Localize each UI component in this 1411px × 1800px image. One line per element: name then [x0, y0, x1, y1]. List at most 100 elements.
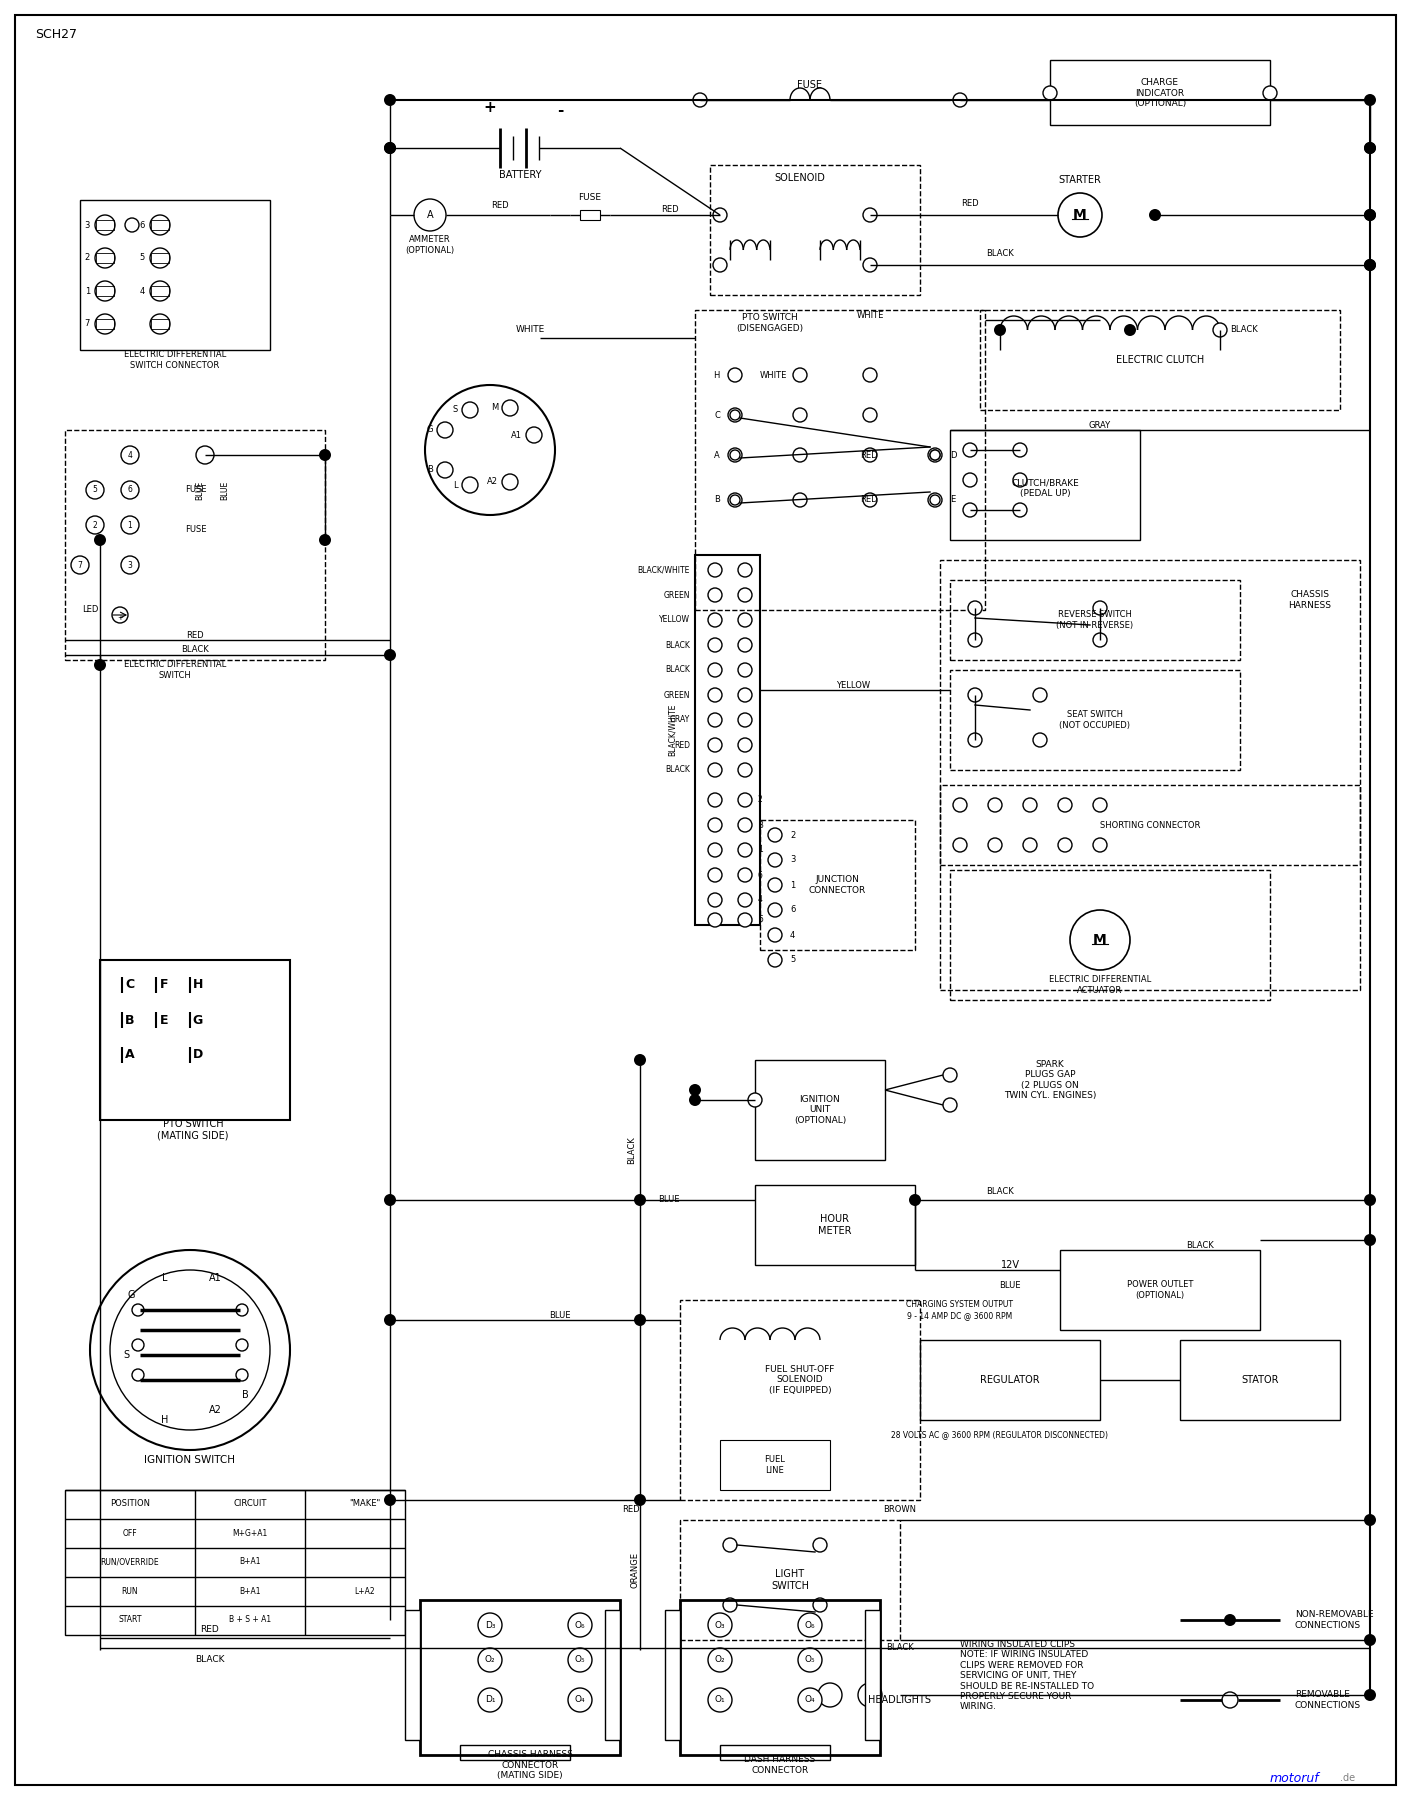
Circle shape: [738, 589, 752, 601]
Circle shape: [150, 281, 169, 301]
Text: 5: 5: [758, 916, 763, 925]
Text: FUSE: FUSE: [797, 79, 823, 90]
Text: M+G+A1: M+G+A1: [233, 1528, 268, 1537]
Circle shape: [708, 893, 722, 907]
Circle shape: [708, 637, 722, 652]
Text: SHORTING CONNECTOR: SHORTING CONNECTOR: [1099, 821, 1201, 830]
Text: A: A: [126, 1048, 135, 1062]
Circle shape: [1070, 911, 1130, 970]
Text: 2: 2: [85, 254, 90, 263]
Text: 3: 3: [790, 855, 796, 864]
Circle shape: [738, 868, 752, 882]
Text: D₃: D₃: [485, 1620, 495, 1629]
Bar: [580, 211, 600, 220]
Bar: [755, 1184, 914, 1265]
Text: 3: 3: [127, 560, 133, 569]
Text: YELLOW: YELLOW: [835, 680, 871, 689]
Text: LIGHT
SWITCH: LIGHT SWITCH: [770, 1570, 809, 1591]
Circle shape: [478, 1613, 502, 1636]
Text: BLACK: BLACK: [1230, 326, 1257, 335]
Text: B: B: [126, 1013, 134, 1026]
Circle shape: [708, 913, 722, 927]
Text: NON-REMOVABLE
CONNECTIONS: NON-REMOVABLE CONNECTIONS: [1295, 1611, 1374, 1629]
Circle shape: [738, 614, 752, 626]
Text: 4: 4: [790, 931, 796, 940]
Circle shape: [1364, 94, 1376, 106]
Text: 7: 7: [85, 320, 90, 328]
Bar: [151, 220, 169, 230]
Text: ELECTRIC DIFFERENTIAL
SWITCH: ELECTRIC DIFFERENTIAL SWITCH: [124, 661, 226, 680]
Text: 12V: 12V: [1000, 1260, 1020, 1271]
Circle shape: [133, 1339, 144, 1352]
Circle shape: [943, 1067, 957, 1082]
Circle shape: [738, 817, 752, 832]
Text: RED: RED: [200, 1625, 219, 1634]
Circle shape: [1043, 86, 1057, 101]
Circle shape: [738, 637, 752, 652]
Bar: [151, 254, 169, 263]
Circle shape: [95, 659, 106, 671]
Circle shape: [943, 1098, 957, 1112]
Circle shape: [1364, 142, 1376, 155]
Bar: [65, 430, 325, 661]
Bar: [920, 1339, 1101, 1420]
Text: HOUR
METER: HOUR METER: [818, 1215, 852, 1237]
Text: H: H: [193, 979, 203, 992]
Circle shape: [768, 878, 782, 893]
Circle shape: [319, 448, 332, 461]
Text: REMOVABLE
CONNECTIONS: REMOVABLE CONNECTIONS: [1295, 1690, 1362, 1710]
Circle shape: [1094, 601, 1108, 616]
Text: IGNITION SWITCH: IGNITION SWITCH: [144, 1454, 236, 1465]
Text: 6: 6: [127, 486, 133, 495]
Circle shape: [1213, 322, 1228, 337]
Text: POSITION: POSITION: [110, 1499, 150, 1508]
Bar: [680, 1300, 920, 1499]
Circle shape: [1013, 473, 1027, 488]
Circle shape: [1058, 839, 1072, 851]
Circle shape: [722, 1537, 737, 1552]
Circle shape: [1364, 259, 1376, 272]
Bar: [680, 1600, 880, 1755]
Text: A2: A2: [209, 1406, 222, 1415]
Circle shape: [708, 589, 722, 601]
Circle shape: [236, 1370, 248, 1381]
Text: +: +: [117, 616, 123, 621]
Circle shape: [150, 248, 169, 268]
Text: O₅: O₅: [574, 1656, 586, 1665]
Circle shape: [858, 1683, 882, 1706]
Text: BLUE: BLUE: [659, 1195, 680, 1204]
Text: 3: 3: [758, 821, 763, 830]
Circle shape: [738, 913, 752, 927]
Bar: [950, 430, 1140, 540]
Bar: [96, 220, 114, 230]
Circle shape: [634, 1314, 646, 1327]
Text: +: +: [484, 101, 497, 115]
Text: D: D: [950, 450, 957, 459]
Text: F: F: [159, 979, 168, 992]
Circle shape: [962, 443, 976, 457]
Text: BLACK: BLACK: [986, 1188, 1015, 1197]
Circle shape: [86, 481, 104, 499]
Circle shape: [864, 448, 878, 463]
Circle shape: [95, 535, 106, 545]
Circle shape: [793, 409, 807, 421]
Circle shape: [384, 94, 396, 106]
Circle shape: [95, 281, 116, 301]
Circle shape: [968, 601, 982, 616]
Circle shape: [111, 607, 128, 623]
Circle shape: [738, 713, 752, 727]
Text: A1: A1: [209, 1273, 222, 1283]
Bar: [696, 554, 761, 925]
Text: S: S: [124, 1350, 130, 1361]
Text: LED: LED: [82, 605, 99, 614]
Text: 6: 6: [140, 221, 145, 229]
Circle shape: [708, 763, 722, 778]
Text: RUN/OVERRIDE: RUN/OVERRIDE: [100, 1557, 159, 1566]
Circle shape: [708, 1688, 732, 1712]
Circle shape: [713, 209, 727, 221]
Circle shape: [708, 713, 722, 727]
Circle shape: [95, 313, 116, 335]
Text: O₆: O₆: [574, 1620, 586, 1629]
Circle shape: [133, 1303, 144, 1316]
Text: IGNITION
UNIT
(OPTIONAL): IGNITION UNIT (OPTIONAL): [794, 1094, 847, 1125]
